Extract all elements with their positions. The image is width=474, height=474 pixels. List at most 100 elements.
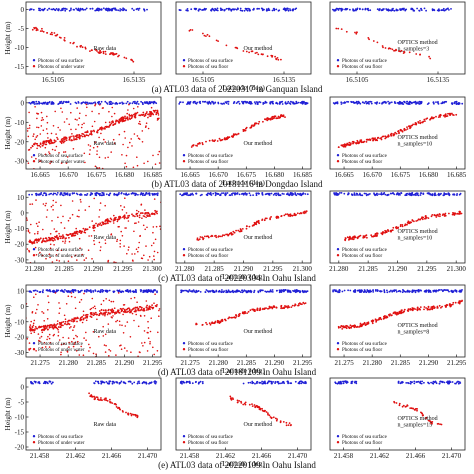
surface-photon — [210, 9, 212, 12]
x-tick-label: 16.5105 — [42, 76, 65, 84]
floor-photon — [384, 231, 386, 234]
surface-photon — [286, 102, 289, 105]
x-tick-label: 16.685 — [293, 171, 313, 179]
surface-photon — [354, 289, 357, 292]
noise-photon — [28, 342, 31, 344]
noise-photon — [52, 209, 54, 211]
legend-title: n_samples=10 — [398, 142, 433, 148]
legend-title: Raw data — [94, 422, 117, 428]
floor-photon — [401, 405, 404, 408]
noise-photon — [58, 232, 60, 235]
floor-photon — [129, 311, 132, 314]
surface-photon — [420, 7, 422, 10]
surface-photon — [355, 380, 358, 383]
floor-photon — [280, 58, 282, 61]
noise-photon — [55, 145, 58, 148]
noise-photon — [43, 320, 45, 322]
floor-photon — [371, 137, 374, 140]
floor-photon — [131, 213, 133, 216]
noise-photon — [104, 239, 107, 241]
surface-photon — [288, 194, 291, 197]
floor-photon — [273, 306, 276, 308]
surface-photon — [120, 192, 123, 194]
surface-photon — [214, 7, 217, 10]
surface-photon — [286, 7, 288, 10]
surface-photon — [145, 382, 148, 385]
noise-photon — [72, 345, 75, 348]
floor-photon — [256, 308, 259, 310]
surface-photon — [255, 194, 258, 197]
x-tick-label: 16.670 — [363, 171, 383, 179]
surface-photon — [192, 101, 195, 104]
floor-photon — [202, 238, 205, 241]
surface-photon — [102, 381, 105, 384]
noise-photon — [81, 123, 83, 126]
noise-photon — [67, 295, 70, 298]
floor-photon — [98, 314, 101, 316]
noise-photon — [121, 209, 124, 211]
surface-photon — [97, 382, 100, 385]
floor-photon — [38, 144, 41, 147]
noise-photon — [41, 117, 44, 119]
y-tick-label: 0 — [21, 6, 25, 14]
surface-photon — [444, 100, 447, 103]
surface-photon — [255, 192, 258, 195]
floor-photon — [391, 48, 394, 51]
surface-photon — [121, 103, 124, 105]
floor-photon — [341, 328, 344, 330]
floor-photon — [87, 134, 90, 137]
floor-photon — [46, 32, 48, 34]
surface-photon — [365, 291, 368, 294]
surface-photon — [69, 103, 72, 105]
floor-photon — [127, 118, 129, 121]
floor-photon — [121, 309, 123, 312]
x-tick-label: 21.275 — [180, 359, 200, 367]
surface-photon — [146, 8, 148, 11]
surface-photon — [244, 100, 247, 103]
floor-photon — [78, 231, 81, 234]
x-tick-label: 21.275 — [334, 359, 354, 367]
surface-photon — [238, 193, 241, 196]
x-tick-label: 21.290 — [115, 359, 135, 367]
surface-photon — [123, 381, 126, 384]
surface-photon — [378, 193, 380, 196]
photon-points — [28, 7, 148, 63]
floor-photon — [64, 138, 66, 141]
surface-photon — [230, 193, 233, 195]
surface-photon — [57, 8, 60, 10]
floor-photon — [206, 323, 208, 326]
surface-photon — [442, 289, 444, 292]
floor-photon — [139, 114, 142, 117]
surface-photon — [89, 289, 91, 292]
floor-photon — [419, 308, 421, 311]
floor-photon — [99, 127, 102, 130]
floor-photon — [206, 33, 209, 36]
noise-photon — [100, 303, 103, 306]
x-axis-label: Latitude (deg) — [222, 366, 265, 375]
surface-photon — [120, 380, 123, 383]
floor-photon — [352, 325, 354, 327]
floor-photon — [257, 220, 260, 223]
noise-photon — [73, 320, 75, 322]
floor-photon — [136, 415, 139, 417]
noise-photon — [28, 232, 31, 234]
floor-photon — [440, 306, 442, 309]
surface-photon — [37, 381, 40, 384]
surface-photon — [355, 9, 357, 12]
surface-photon — [242, 101, 245, 103]
floor-photon — [397, 313, 400, 315]
floor-photon — [267, 413, 269, 416]
x-tick-label: 21.285 — [55, 265, 75, 273]
y-tick-label: -30 — [15, 158, 25, 166]
surface-photon — [281, 382, 283, 385]
noise-photon — [49, 162, 51, 165]
floor-photon — [80, 316, 82, 319]
noise-photon — [153, 258, 155, 261]
floor-photon — [98, 52, 101, 54]
surface-photon — [110, 8, 113, 11]
floor-photon — [61, 140, 64, 143]
noise-photon — [37, 225, 39, 227]
noise-photon — [80, 201, 82, 203]
floor-photon — [357, 141, 359, 144]
